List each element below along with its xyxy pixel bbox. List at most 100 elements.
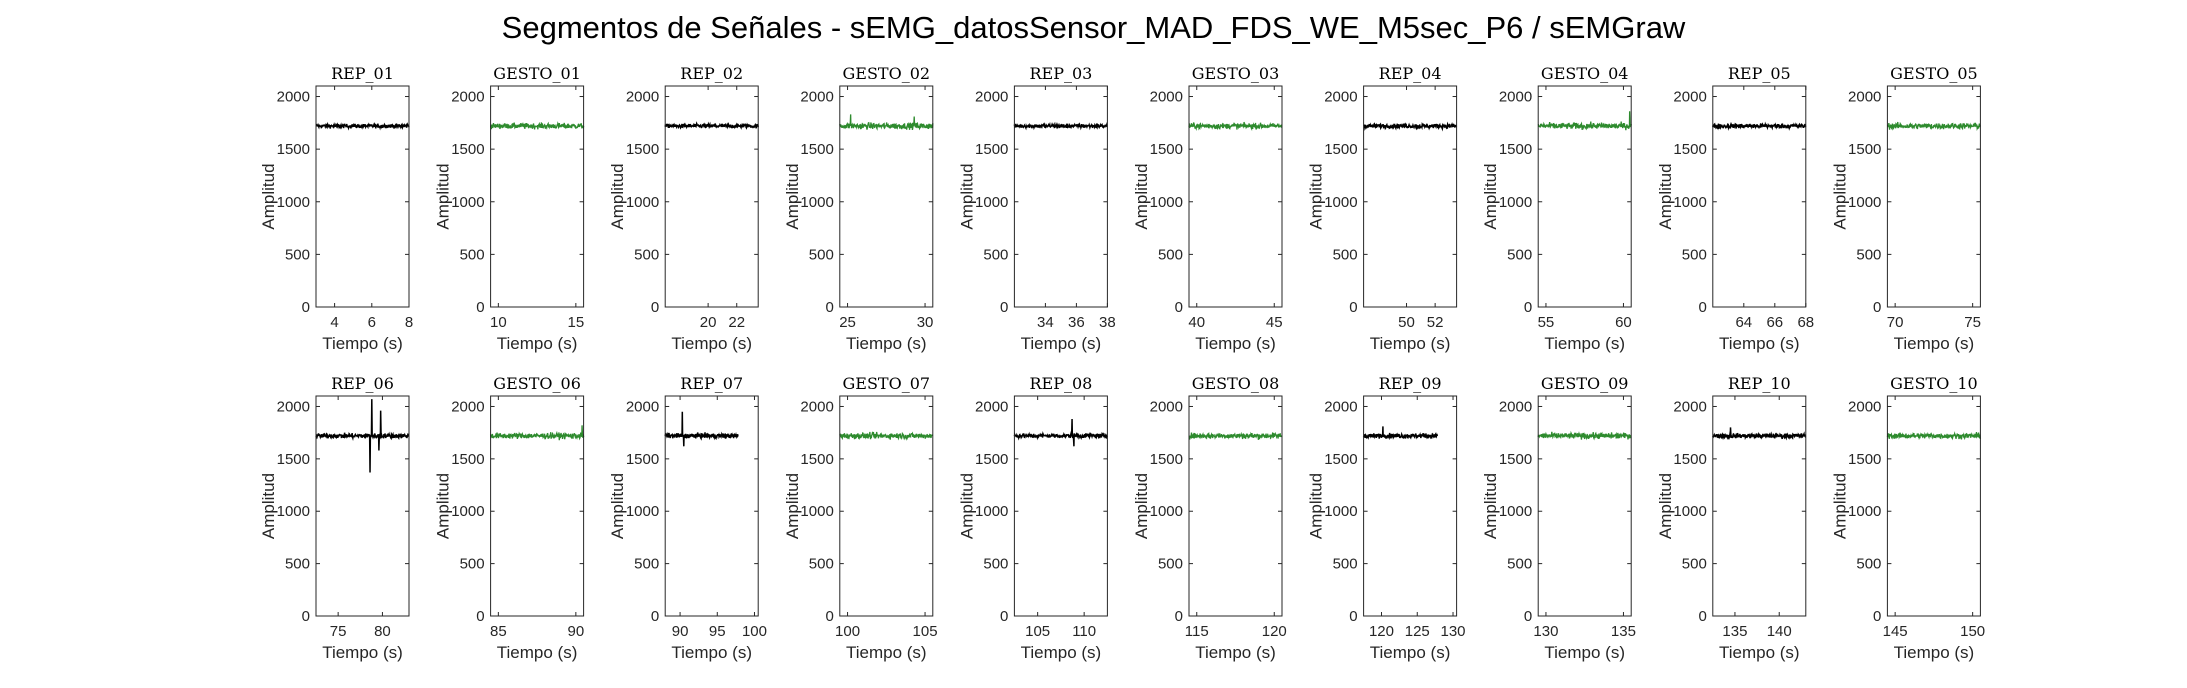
y-tick-label: 2000 xyxy=(975,89,1008,106)
y-tick-label: 0 xyxy=(1175,299,1183,316)
y-tick-label: 1500 xyxy=(1673,451,1706,468)
y-tick-label: 500 xyxy=(983,246,1008,263)
x-axis-label: Tiempo (s) xyxy=(846,334,927,353)
y-tick-label: 0 xyxy=(825,299,833,316)
x-tick-label: 6 xyxy=(368,314,376,331)
subplot-gesto-08: 0 500 1000 1500 2000 115 120 Tiempo (s) Amplitud… xyxy=(1132,374,1287,662)
x-axis-label: Tiempo (s) xyxy=(1021,643,1102,662)
x-tick-label: 22 xyxy=(728,314,745,331)
y-tick-label: 0 xyxy=(1524,608,1532,625)
y-tick-label: 0 xyxy=(302,608,310,625)
y-tick-label: 0 xyxy=(1873,299,1881,316)
x-tick-label: 10 xyxy=(490,314,507,331)
signal-line xyxy=(1188,431,1283,440)
subplot-rep-10: 0 500 1000 1500 2000 135 140 Tiempo (s) Amplitud… xyxy=(1656,374,1807,662)
x-tick-label: 40 xyxy=(1188,314,1205,331)
y-tick-label: 1500 xyxy=(451,451,484,468)
signal-line xyxy=(1712,121,1807,131)
x-tick-label: 90 xyxy=(672,623,689,640)
signal-line xyxy=(315,399,410,473)
axes-box xyxy=(490,85,585,308)
y-axis-label: Amplitud xyxy=(1307,473,1326,539)
x-tick-label: 25 xyxy=(839,314,856,331)
subplot-title: REP_06 xyxy=(331,374,394,393)
y-tick-label: 0 xyxy=(1175,608,1183,625)
y-tick-label: 2000 xyxy=(1673,89,1706,106)
signal-line xyxy=(664,121,759,130)
y-axis-label: Amplitud xyxy=(1132,163,1151,229)
y-tick-label: 1500 xyxy=(975,141,1008,158)
x-tick-label: 135 xyxy=(1611,623,1636,640)
y-tick-label: 1500 xyxy=(1848,451,1881,468)
y-tick-label: 0 xyxy=(1349,299,1357,316)
x-tick-label: 20 xyxy=(700,314,717,331)
signal-line xyxy=(1886,431,1982,441)
subplot-gesto-07: 0 500 1000 1500 2000 100 105 Tiempo (s) Amplitud… xyxy=(783,374,938,662)
y-tick-label: 0 xyxy=(476,608,484,625)
signal-line xyxy=(1886,121,1982,131)
subplot-title: GESTO_09 xyxy=(1541,374,1629,393)
y-tick-label: 0 xyxy=(1524,299,1532,316)
axes-box xyxy=(1013,395,1108,617)
subplot-rep-04: 0 500 1000 1500 2000 50 52 Tiempo (s) Amplitud RE… xyxy=(1307,64,1458,353)
x-tick-label: 80 xyxy=(374,623,391,640)
y-tick-label: 2000 xyxy=(1324,398,1357,415)
y-axis-label: Amplitud xyxy=(783,473,802,539)
signal-line xyxy=(489,425,585,441)
y-tick-label: 2000 xyxy=(1150,89,1183,106)
y-tick-label: 1000 xyxy=(975,503,1008,520)
y-tick-label: 500 xyxy=(1507,556,1532,573)
axes-box xyxy=(490,395,585,617)
y-axis-label: Amplitud xyxy=(608,163,627,229)
y-tick-label: 0 xyxy=(825,608,833,625)
axes-box xyxy=(664,395,759,617)
axes-box xyxy=(1712,85,1807,308)
y-tick-label: 0 xyxy=(1349,608,1357,625)
subplot-title: GESTO_06 xyxy=(493,374,581,393)
x-tick-label: 130 xyxy=(1441,623,1466,640)
x-axis-label: Tiempo (s) xyxy=(846,643,927,662)
axes-box xyxy=(315,85,410,308)
y-tick-label: 1500 xyxy=(1150,451,1183,468)
y-tick-label: 1000 xyxy=(626,503,659,520)
y-tick-label: 2000 xyxy=(626,89,659,106)
subplot-title: GESTO_04 xyxy=(1541,64,1629,83)
axes-box xyxy=(664,85,759,308)
x-axis-label: Tiempo (s) xyxy=(497,334,578,353)
y-tick-label: 500 xyxy=(983,556,1008,573)
signal-line xyxy=(839,431,934,441)
subplot-title: GESTO_08 xyxy=(1192,374,1280,393)
x-tick-label: 34 xyxy=(1037,314,1054,331)
y-tick-label: 2000 xyxy=(1673,398,1706,415)
subplot-title: REP_02 xyxy=(680,64,743,83)
subplot-title: GESTO_05 xyxy=(1890,64,1978,83)
x-tick-label: 15 xyxy=(568,314,585,331)
y-tick-label: 2000 xyxy=(1848,89,1881,106)
y-tick-label: 2000 xyxy=(451,398,484,415)
y-tick-label: 1500 xyxy=(626,141,659,158)
signal-line xyxy=(489,121,585,131)
x-axis-label: Tiempo (s) xyxy=(1370,334,1451,353)
signal-line xyxy=(1363,121,1458,132)
y-tick-label: 1000 xyxy=(1499,194,1532,211)
signal-line xyxy=(839,114,934,131)
y-tick-label: 1000 xyxy=(1150,503,1183,520)
y-axis-label: Amplitud xyxy=(1307,163,1326,229)
subplot-gesto-01: 0 500 1000 1500 2000 10 15 Tiempo (s) Amplitud GE… xyxy=(434,64,585,353)
subplot-title: REP_09 xyxy=(1379,374,1442,393)
axes-box xyxy=(1537,85,1632,308)
y-tick-label: 1000 xyxy=(277,503,310,520)
x-axis-label: Tiempo (s) xyxy=(1719,643,1800,662)
x-tick-label: 145 xyxy=(1883,623,1908,640)
y-tick-label: 500 xyxy=(1682,246,1707,263)
signal-line xyxy=(1712,427,1807,441)
y-tick-label: 1500 xyxy=(1499,141,1532,158)
x-tick-label: 105 xyxy=(913,623,938,640)
y-tick-label: 2000 xyxy=(1499,398,1532,415)
y-tick-label: 1000 xyxy=(800,194,833,211)
x-tick-label: 70 xyxy=(1887,314,1904,331)
y-tick-label: 2000 xyxy=(626,398,659,415)
x-axis-label: Tiempo (s) xyxy=(322,334,403,353)
signal-line xyxy=(664,411,739,447)
